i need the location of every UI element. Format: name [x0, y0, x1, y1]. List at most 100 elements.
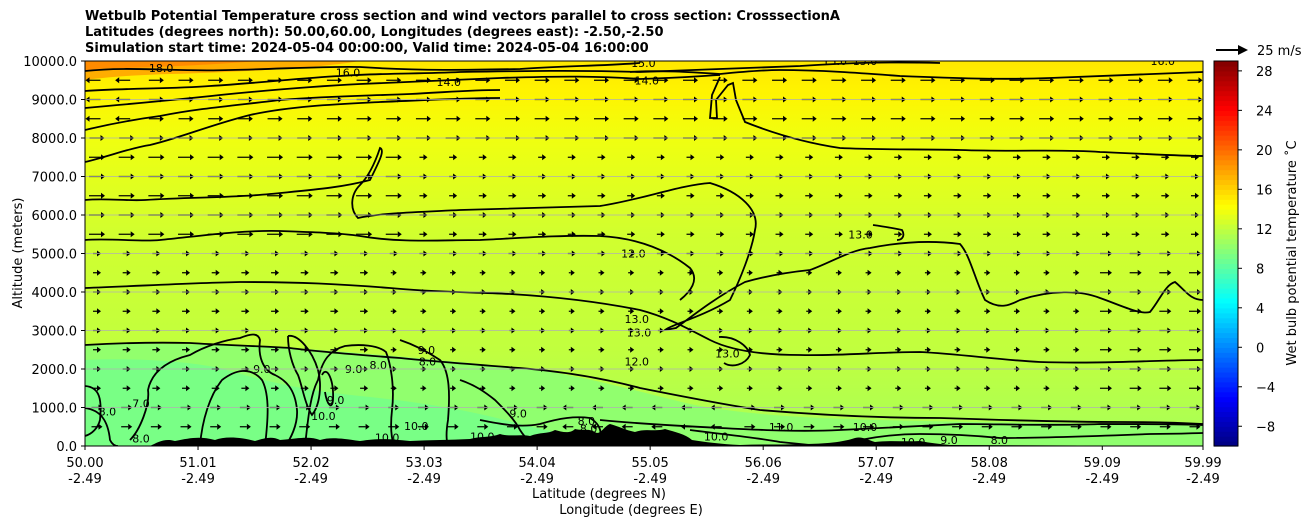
wind-vector-head — [868, 231, 873, 238]
gridlines — [85, 61, 1203, 446]
colorbar-segment — [1214, 90, 1238, 97]
contour-label: 15.0 — [823, 55, 848, 68]
wind-vector-head — [812, 115, 817, 122]
wind-vector-head — [957, 231, 962, 238]
wind-vector-head — [219, 154, 224, 161]
wind-vector-head — [1107, 308, 1112, 315]
wind-vector-head — [367, 115, 372, 122]
wind-vector-head — [395, 423, 400, 430]
wind-vector-head — [1075, 269, 1080, 276]
wind-vector-head — [778, 308, 783, 315]
contour-label: 15.0 — [631, 57, 656, 70]
x-tick-label-lat: 52.02 — [292, 456, 329, 471]
wind-vector-head — [337, 115, 342, 122]
wind-vector-head — [659, 346, 664, 353]
wind-vector-head — [1046, 192, 1051, 199]
wind-vector-head — [927, 154, 932, 161]
colorbar-tick-label: −4 — [1256, 381, 1275, 396]
colorbar-segment — [1214, 115, 1238, 121]
colorbar-segment — [1214, 253, 1238, 260]
colorbar-segment — [1214, 381, 1238, 388]
x-tick-label-lon: -2.49 — [68, 472, 102, 487]
wind-vector-head — [988, 423, 993, 430]
wind-vector-head — [838, 154, 843, 161]
wind-vector-head — [748, 346, 753, 353]
wind-vector-head — [365, 423, 370, 430]
wind-vector-head — [1165, 231, 1170, 238]
y-tick-label: 8000.0 — [32, 132, 78, 147]
wind-vector-head — [872, 115, 877, 122]
wind-vector-head — [808, 308, 813, 315]
wind-vector-head — [156, 269, 161, 276]
contour-label: 9.0 — [940, 434, 958, 447]
wind-vector-head — [1077, 423, 1082, 430]
wind-vector-head — [1197, 346, 1201, 353]
wind-vector-head — [600, 308, 605, 315]
wind-vector-head — [694, 115, 699, 122]
wind-vector-head — [423, 154, 428, 161]
x-tick-label-lon: -2.49 — [520, 472, 554, 487]
wind-vector-head — [842, 77, 847, 84]
wind-vector-head — [1018, 423, 1023, 430]
wind-vector-head — [956, 385, 961, 392]
wind-vector-head — [634, 115, 639, 122]
wind-vector-head — [838, 231, 843, 238]
colorbar-segment — [1214, 386, 1238, 393]
x-tick-label-lon: -2.49 — [859, 472, 893, 487]
colorbar-segment — [1214, 61, 1238, 67]
wind-vector-head — [571, 192, 576, 199]
vector-key-arrowhead — [1238, 45, 1248, 55]
wind-vector-head — [276, 423, 281, 430]
contour-line — [199, 370, 269, 446]
wind-vector-head — [897, 346, 902, 353]
wind-vector-head — [97, 269, 101, 276]
contour-line — [85, 281, 1203, 364]
wind-vector-head — [128, 423, 133, 430]
wind-vector-head — [279, 154, 284, 161]
wind-vector-head — [600, 385, 605, 392]
wind-vector-head — [189, 115, 194, 122]
wind-vector-head — [723, 115, 728, 122]
wind-vector-head — [426, 115, 431, 122]
colorbar-segment — [1214, 233, 1238, 240]
wind-vector-head — [634, 77, 639, 84]
wind-vector-head — [1050, 77, 1055, 84]
wind-vector-head — [246, 423, 251, 430]
wind-vector-head — [990, 77, 995, 84]
wind-vector-head — [511, 269, 516, 276]
wind-vector-head — [897, 385, 902, 392]
colorbar-segment — [1214, 371, 1238, 378]
wind-vector-head — [986, 308, 991, 315]
wind-vector-head — [631, 192, 636, 199]
wind-vector-head — [809, 231, 814, 238]
wind-vector-head — [1198, 115, 1203, 122]
wind-vector-head — [275, 346, 280, 353]
wind-vector-head — [334, 269, 339, 276]
contour-label: 10.0 — [404, 420, 429, 433]
y-tick-label: 10000.0 — [23, 55, 77, 70]
colorbar-segment — [1214, 184, 1238, 190]
wind-vector-head — [956, 269, 961, 276]
contour-line — [129, 333, 298, 446]
y-tick-label: 0.0 — [56, 440, 77, 455]
wind-vector-head — [101, 231, 105, 238]
wind-vector-head — [275, 308, 280, 315]
chart-title-line-3: Simulation start time: 2024-05-04 00:00:… — [85, 41, 649, 56]
wind-vector-head — [512, 154, 517, 161]
wind-vector-head — [545, 77, 550, 84]
wind-vector-head — [987, 231, 992, 238]
colorbar-segment — [1214, 297, 1238, 304]
wind-vector-head — [1165, 154, 1170, 161]
wind-vector-head — [1107, 385, 1112, 392]
wind-vector-head — [901, 77, 906, 84]
wind-vector-head — [541, 385, 546, 392]
wind-vector-head — [543, 423, 548, 430]
contour-line — [321, 370, 334, 407]
wind-vector-head — [304, 269, 309, 276]
wind-vector-head — [481, 269, 486, 276]
wind-vector-head — [898, 192, 903, 199]
wind-vector-head — [959, 423, 964, 430]
y-tick-label: 1000.0 — [32, 402, 78, 417]
wind-vector-head — [542, 231, 547, 238]
wind-vector-head — [1195, 154, 1199, 161]
